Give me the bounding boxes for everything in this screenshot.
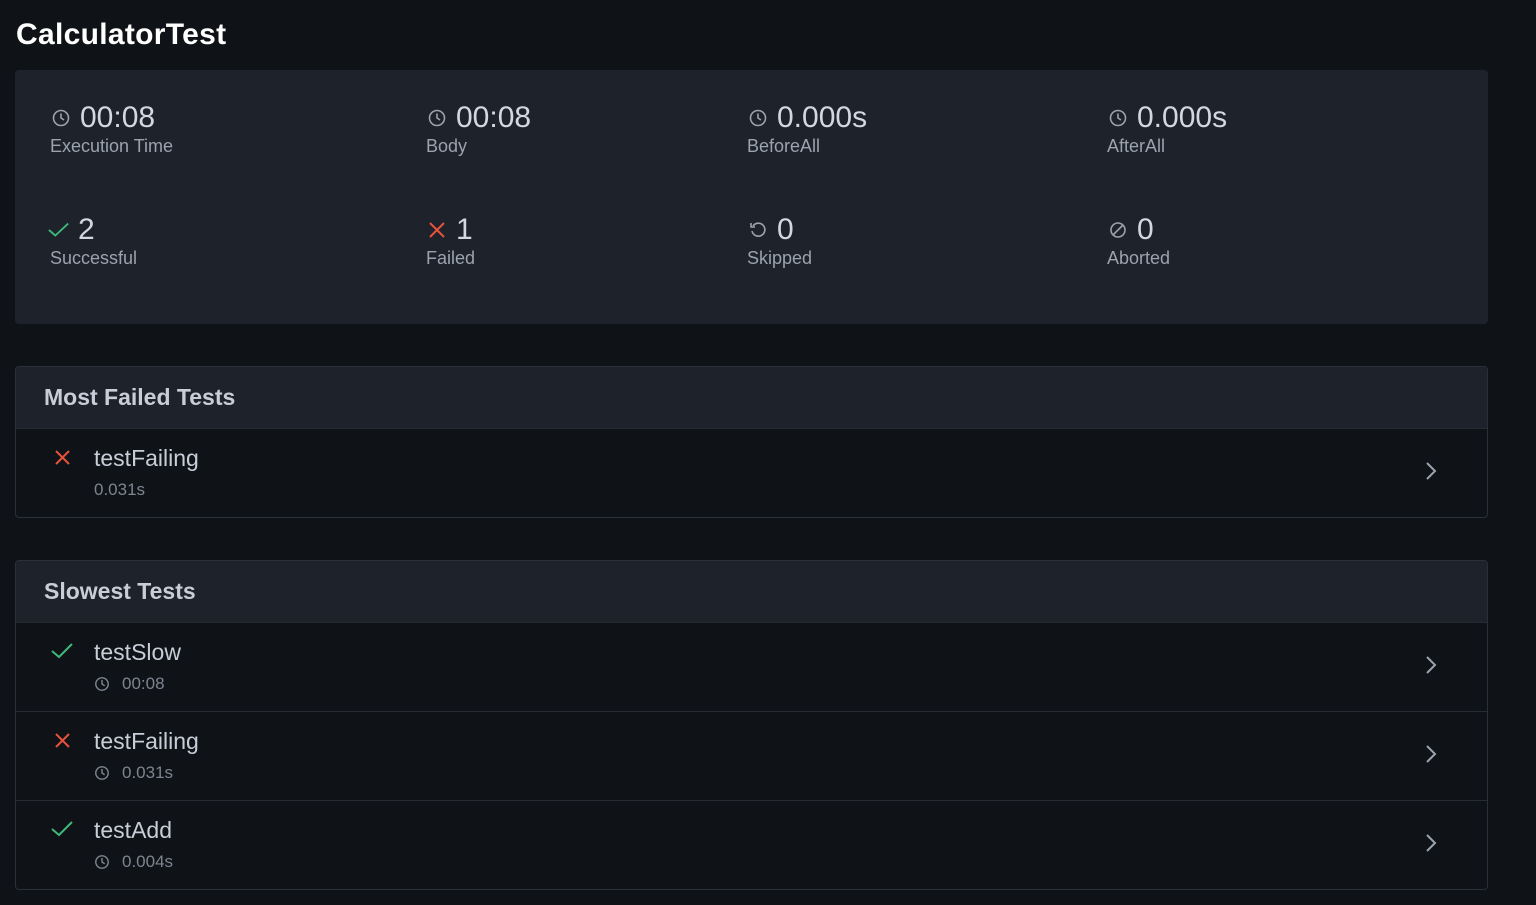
test-name: testSlow: [94, 639, 181, 665]
test-name: testFailing: [94, 445, 199, 471]
stat-label: Body: [426, 136, 468, 156]
stat-aborted: 0 Aborted: [1107, 212, 1427, 269]
stat-body: 00:08 Body: [426, 100, 746, 157]
chevron-right-icon[interactable]: [1425, 655, 1437, 675]
chevron-right-icon[interactable]: [1425, 833, 1437, 853]
test-duration: 0.031s: [94, 480, 145, 500]
stat-afterall: 0.000s AfterAll: [1107, 100, 1427, 157]
section-title: Slowest Tests: [16, 561, 1487, 622]
stat-value: 00:08: [80, 101, 156, 134]
test-duration: 00:08: [122, 674, 165, 693]
clock-icon: [95, 677, 109, 691]
stat-label: Execution Time: [50, 136, 174, 156]
stat-label: AfterAll: [1107, 136, 1166, 156]
clock-icon: [747, 107, 769, 129]
duration-text: 0.031s: [94, 480, 146, 499]
stat-successful: 2 Successful: [48, 212, 368, 269]
test-row[interactable]: testAdd 0.004s: [16, 800, 1487, 889]
stat-value: 00:08: [456, 101, 532, 134]
slowest-tests-panel: Slowest Tests testSlow 00:08 testFailing…: [15, 560, 1488, 890]
test-duration: 0.031s: [122, 763, 174, 782]
test-row[interactable]: testFailing 0.031s: [16, 711, 1487, 800]
test-row[interactable]: testSlow 00:08: [16, 622, 1487, 711]
stat-value: 0: [1137, 213, 1154, 246]
clock-icon: [50, 107, 72, 129]
clock-icon: [426, 107, 448, 129]
clock-icon: [95, 766, 109, 780]
stat-label: BeforeAll: [747, 136, 821, 156]
clock-icon: [95, 855, 109, 869]
stat-skipped: 0 Skipped: [747, 212, 1067, 269]
stat-label: Skipped: [747, 248, 813, 268]
check-icon: [51, 643, 73, 659]
stat-failed: 1 Failed: [426, 212, 746, 269]
x-icon: [55, 733, 70, 748]
test-name: testFailing: [94, 728, 199, 754]
test-name: testAdd: [94, 817, 172, 843]
test-row[interactable]: testFailing 0.031s: [16, 428, 1487, 517]
most-failed-tests-panel: Most Failed Tests testFailing 0.031s: [15, 366, 1488, 518]
stat-label: Aborted: [1107, 248, 1171, 268]
check-icon: [48, 219, 70, 241]
check-icon: [51, 821, 73, 837]
chevron-right-icon[interactable]: [1425, 461, 1437, 481]
stat-label: Successful: [50, 248, 138, 268]
aborted-icon: [1107, 219, 1129, 241]
stat-value: 2: [78, 213, 95, 246]
skip-icon: [747, 219, 769, 241]
stat-value: 0: [777, 213, 794, 246]
chevron-right-icon[interactable]: [1425, 744, 1437, 764]
stat-value: 1: [456, 213, 473, 246]
stat-beforeall: 0.000s BeforeAll: [747, 100, 1067, 157]
section-title: Most Failed Tests: [16, 367, 1487, 428]
x-icon: [426, 219, 448, 241]
clock-icon: [1107, 107, 1129, 129]
test-duration: 0.004s: [122, 852, 174, 871]
stat-value: 0.000s: [1137, 101, 1228, 134]
stat-label: Failed: [426, 248, 476, 268]
x-icon: [55, 450, 70, 465]
stat-execution-time: 00:08 Execution Time: [50, 100, 370, 157]
page-title: CalculatorTest: [16, 18, 227, 51]
summary-card: 00:08 Execution Time 00:08 Body 0.000s B…: [15, 70, 1488, 324]
stat-value: 0.000s: [777, 101, 868, 134]
